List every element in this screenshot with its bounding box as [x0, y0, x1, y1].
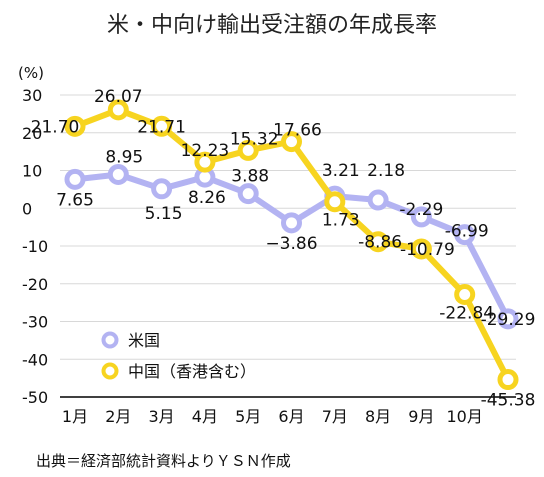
data-label-china: 26.07: [94, 87, 143, 107]
chart-title: 米・中向け輸出受注額の年成長率: [107, 13, 437, 38]
data-label-china: 21.70: [31, 117, 80, 137]
data-point-china: [497, 369, 519, 391]
data-label-china: -10.79: [400, 240, 455, 260]
data-label-china: 21.71: [137, 117, 186, 137]
x-tick-label: 3月: [149, 407, 175, 426]
legend-marker-china: [101, 362, 119, 380]
data-point-china: [454, 283, 476, 305]
data-label-china: -45.38: [481, 391, 536, 411]
x-tick-label: 7月: [322, 407, 348, 426]
data-point-us: [107, 163, 129, 185]
data-labels: 7.65 8.95 5.158.263.88 −3.86 3.21 2.18 -2.29-6…: [31, 87, 536, 411]
data-point-us: [410, 206, 432, 228]
y-tick-label: -20: [22, 275, 48, 294]
gridlines: [60, 94, 516, 398]
data-point-china: [367, 231, 389, 253]
y-tick-label: 0: [22, 199, 32, 218]
data-point-china: [151, 115, 173, 137]
y-unit-label: (%): [18, 64, 44, 82]
legend-label-us: 米国: [128, 331, 160, 350]
series-group: [64, 99, 519, 391]
x-tick-label: 5月: [235, 407, 261, 426]
data-point-us: [497, 308, 519, 330]
source-note: 出典＝経済部統計資料よりＹＳＮ作成: [36, 452, 291, 470]
x-tick-label: 1月: [62, 407, 88, 426]
data-point-china: [237, 139, 259, 161]
data-label-china: -22.84: [439, 303, 494, 323]
legend-label-china: 中国（香港含む）: [128, 362, 256, 381]
data-point-china: [410, 238, 432, 260]
data-label-us: -29.29: [481, 310, 536, 330]
data-label-us: 3.88: [231, 167, 269, 187]
data-point-china: [107, 99, 129, 121]
data-label-china: 15.32: [230, 129, 279, 149]
y-tick-label: -30: [22, 313, 48, 332]
data-label-us: 8.26: [188, 188, 226, 208]
data-point-china: [194, 151, 216, 173]
x-tick-label: 4月: [192, 407, 218, 426]
y-tick-label: 10: [22, 162, 42, 181]
x-tick-label: 8月: [365, 407, 391, 426]
y-tick-label: 30: [22, 86, 42, 105]
y-tick-label: -50: [22, 388, 48, 407]
data-label-china: 17.66: [273, 121, 322, 141]
data-label-us: −3.86: [265, 234, 317, 254]
data-point-china: [281, 131, 302, 153]
x-tick-label: 9月: [408, 407, 434, 426]
data-point-china: [324, 191, 346, 213]
y-tick-label: 20: [22, 124, 42, 143]
data-point-us: [454, 224, 476, 246]
data-point-us: [281, 212, 302, 234]
data-label-us: -6.99: [445, 222, 489, 242]
legend: 米国 中国（香港含む）: [101, 331, 256, 381]
legend-marker-us: [101, 331, 119, 349]
data-label-us: 5.15: [145, 204, 183, 224]
y-tick-label: -10: [22, 237, 48, 256]
data-label-us: 8.95: [105, 147, 143, 167]
data-point-us: [64, 168, 86, 190]
data-label-us: -2.29: [399, 200, 443, 220]
data-label-china: 12.23: [181, 141, 230, 161]
x-tick-label: 2月: [105, 407, 131, 426]
y-tick-labels: 30 20 10 0 -10 -20 -30 -40 -50: [22, 86, 48, 407]
data-point-us: [237, 183, 259, 205]
data-label-us: 3.21: [322, 161, 360, 181]
data-label-china: 1.73: [322, 211, 360, 231]
x-tick-label: 6月: [278, 407, 304, 426]
data-point-us: [367, 189, 389, 211]
data-point-china: [64, 115, 86, 137]
data-point-us: [151, 178, 173, 200]
data-label-us: 7.65: [56, 190, 94, 210]
y-tick-label: -40: [22, 350, 48, 369]
data-label-china: -8.86: [358, 233, 402, 253]
x-tick-labels: 1月 2月 3月 4月 5月 6月 7月 8月 9月 10月: [62, 407, 483, 426]
x-tick-label: 10月: [447, 407, 483, 426]
data-label-us: 2.18: [367, 161, 405, 181]
